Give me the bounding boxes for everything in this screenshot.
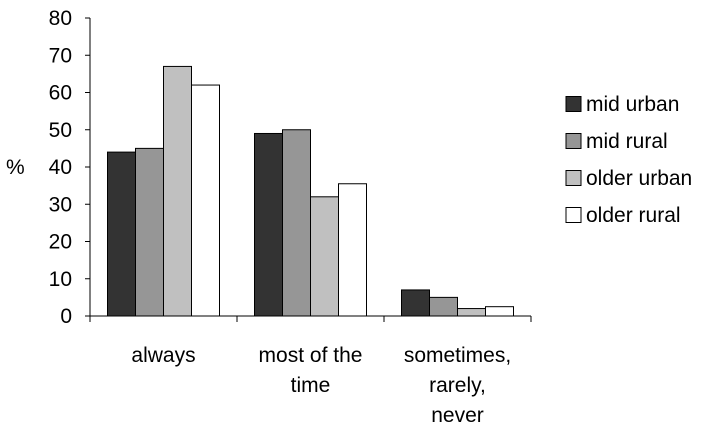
legend-swatch (565, 207, 582, 223)
y-tick-label: 10 (49, 268, 72, 291)
legend-swatch (565, 170, 582, 186)
y-tick-label: 0 (60, 305, 72, 328)
bar (135, 147, 164, 317)
y-tick-label: 70 (49, 44, 72, 67)
y-tick-label: 30 (49, 193, 72, 216)
y-tick-label: 60 (49, 82, 72, 105)
bars (107, 65, 514, 317)
legend-label: mid rural (586, 130, 668, 153)
category-label: most of the (259, 344, 363, 367)
bar (401, 289, 430, 317)
bar (457, 308, 486, 317)
category-label: never (431, 404, 484, 427)
y-tick-label: 20 (49, 231, 72, 254)
bar (282, 129, 311, 317)
legend-swatch (565, 96, 582, 112)
legend-label: older rural (586, 204, 681, 227)
bar (429, 296, 458, 317)
bar (163, 65, 192, 317)
category-label: time (291, 374, 331, 397)
y-tick-label: 40 (49, 156, 72, 179)
bar (107, 151, 136, 317)
bar (254, 132, 283, 317)
bar (191, 84, 220, 317)
category-label: always (131, 344, 195, 367)
category-label: rarely, (429, 374, 486, 397)
y-axis-label: % (6, 156, 25, 179)
legend-swatch (565, 133, 582, 149)
y-tick-label: 80 (49, 7, 72, 30)
legend-label: older urban (586, 167, 692, 190)
bar (310, 196, 339, 317)
bar (338, 183, 367, 317)
legend: mid urban mid rural older urban older rural (565, 93, 692, 227)
legend-label: mid urban (586, 93, 679, 116)
category-labels: always most of the time sometimes, rarely, ne… (131, 344, 511, 427)
y-tick-labels: 0 10 20 30 40 50 60 70 80 (49, 7, 72, 328)
y-tick-label: 50 (49, 119, 72, 142)
category-label: sometimes, (404, 344, 511, 367)
bar (485, 306, 514, 317)
